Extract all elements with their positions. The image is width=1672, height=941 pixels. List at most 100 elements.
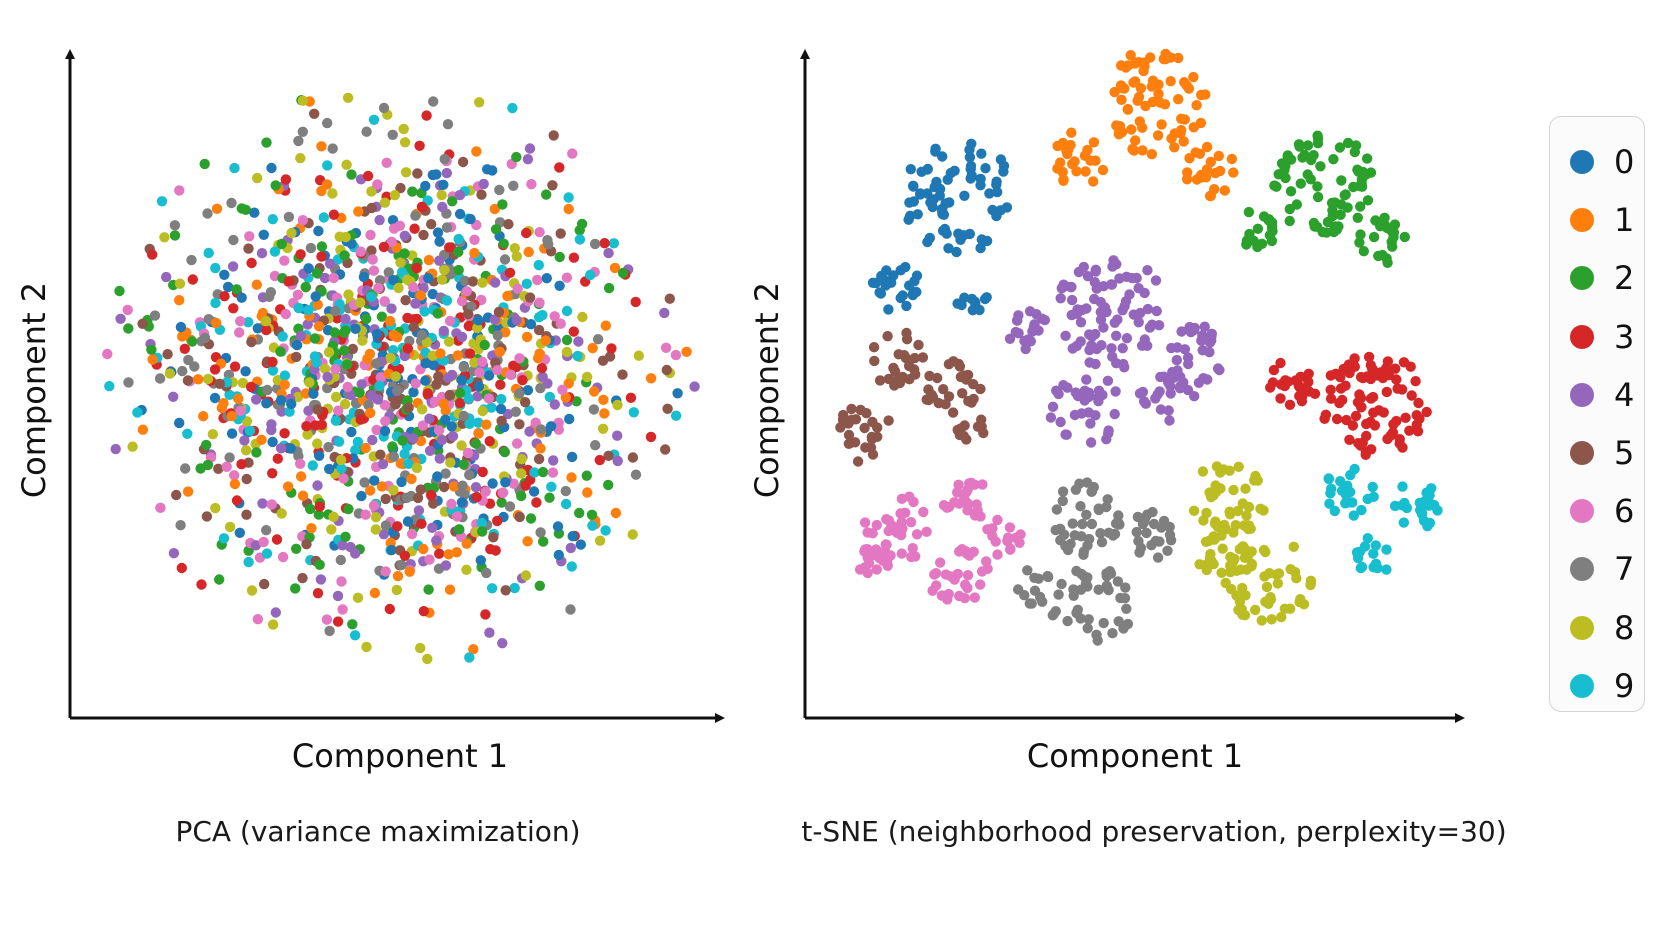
pca-point-class-1	[279, 379, 290, 390]
pca-point-class-5	[547, 180, 558, 191]
pca-point-class-7	[383, 267, 394, 278]
tsne-point-class-3	[1365, 373, 1377, 385]
pca-point-class-4	[573, 336, 584, 347]
pca-point-class-1	[226, 410, 237, 422]
pca-point-class-0	[261, 398, 272, 409]
tsne-point-class-6	[992, 514, 1003, 526]
pca-point-class-2	[454, 524, 465, 535]
pca-point-class-6	[462, 447, 474, 459]
pca-point-class-8	[323, 347, 335, 358]
tsne-point-class-0	[955, 234, 966, 245]
tsne-point-class-0	[904, 197, 915, 208]
pca-point-class-5	[457, 156, 469, 168]
tsne-point-class-2	[1360, 169, 1372, 180]
pca-point-class-6	[381, 157, 392, 168]
pca-point-class-5	[403, 402, 414, 413]
pca-point-class-5	[520, 397, 531, 408]
tsne-point-class-0	[925, 197, 936, 208]
tsne-point-class-8	[1231, 590, 1242, 601]
pca-point-class-5	[533, 324, 545, 336]
pca-point-class-2	[291, 543, 302, 554]
pca-point-class-8	[159, 232, 170, 243]
pca-point-class-6	[417, 420, 429, 431]
tsne-point-class-5	[943, 359, 955, 370]
tsne-point-class-1	[1116, 94, 1127, 106]
pca-point-class-7	[322, 117, 333, 129]
tsne-point-class-0	[949, 165, 960, 176]
pca-point-class-8	[391, 584, 402, 596]
tsne-point-class-3	[1355, 371, 1367, 383]
pca-point-class-8	[395, 257, 406, 268]
pca-point-class-5	[597, 355, 609, 366]
tsne-point-class-4	[1174, 383, 1186, 394]
tsne-point-class-3	[1378, 407, 1389, 418]
pca-point-class-1	[256, 434, 267, 445]
pca-point-class-4	[434, 453, 445, 464]
tsne-point-class-0	[901, 300, 912, 312]
tsne-point-class-5	[852, 456, 864, 467]
pca-point-class-2	[554, 251, 565, 263]
tsne-point-class-1	[1119, 83, 1130, 94]
tsne-point-class-6	[1010, 532, 1021, 543]
legend-label-6: 6	[1614, 492, 1635, 531]
pca-point-class-3	[147, 249, 158, 260]
tsne-point-class-7	[1152, 552, 1164, 563]
tsne-point-class-7	[1101, 571, 1113, 582]
pca-point-class-0	[420, 180, 431, 192]
pca-point-class-2	[340, 325, 351, 336]
legend-swatch-3	[1570, 324, 1594, 349]
pca-point-class-5	[243, 243, 254, 254]
tsne-point-class-4	[1058, 380, 1069, 391]
tsne-point-class-4	[1155, 371, 1166, 383]
pca-point-class-7	[202, 208, 213, 219]
pca-point-class-8	[516, 453, 527, 465]
tsne-point-class-0	[904, 280, 915, 291]
pca-point-class-8	[297, 95, 309, 106]
pca-point-class-9	[486, 583, 498, 594]
tsne-point-class-2	[1361, 153, 1373, 164]
pca-point-class-5	[312, 404, 323, 415]
pca-point-class-8	[302, 429, 313, 440]
pca-point-class-6	[555, 318, 566, 329]
tsne-point-class-4	[1083, 391, 1095, 403]
tsne-point-class-7	[1075, 501, 1086, 512]
tsne-point-class-8	[1224, 506, 1235, 517]
pca-point-class-8	[352, 592, 364, 603]
tsne-point-class-0	[905, 164, 916, 175]
pca-point-class-7	[492, 330, 503, 341]
pca-point-class-8	[276, 508, 287, 519]
pca-point-class-2	[169, 230, 181, 241]
tsne-point-class-3	[1325, 370, 1337, 381]
pca-point-class-1	[521, 331, 533, 343]
tsne-point-class-5	[966, 397, 977, 408]
tsne-point-class-4	[1013, 328, 1024, 339]
tsne-point-class-8	[1216, 530, 1227, 541]
tsne-point-class-7	[1098, 617, 1109, 629]
tsne-point-class-9	[1422, 496, 1434, 507]
pca-point-class-8	[511, 251, 522, 262]
pca-point-class-2	[339, 250, 350, 261]
pca-point-class-0	[402, 516, 414, 527]
pca-point-class-0	[440, 414, 451, 425]
tsne-point-class-7	[1112, 576, 1124, 587]
pca-point-class-5	[467, 276, 479, 287]
tsne-point-class-1	[1226, 153, 1238, 165]
pca-point-class-3	[283, 276, 295, 287]
tsne-point-class-4	[1081, 303, 1092, 314]
tsne-panel: Component 1 Component 2	[748, 48, 1465, 775]
pca-point-class-7	[392, 384, 404, 396]
pca-point-class-9	[267, 365, 279, 376]
pca-point-class-7	[224, 452, 235, 463]
tsne-point-class-1	[1166, 133, 1177, 144]
pca-point-class-9	[585, 269, 596, 281]
tsne-point-class-9	[1340, 498, 1351, 509]
pca-point-class-4	[168, 391, 179, 402]
pca-point-class-6	[297, 215, 308, 226]
pca-point-class-0	[240, 366, 251, 377]
tsne-point-class-8	[1225, 566, 1236, 578]
pca-point-class-0	[454, 208, 466, 220]
pca-point-class-8	[341, 159, 352, 170]
pca-point-class-4	[337, 540, 348, 551]
tsne-point-class-4	[1166, 342, 1177, 354]
tsne-point-class-4	[1163, 405, 1174, 416]
